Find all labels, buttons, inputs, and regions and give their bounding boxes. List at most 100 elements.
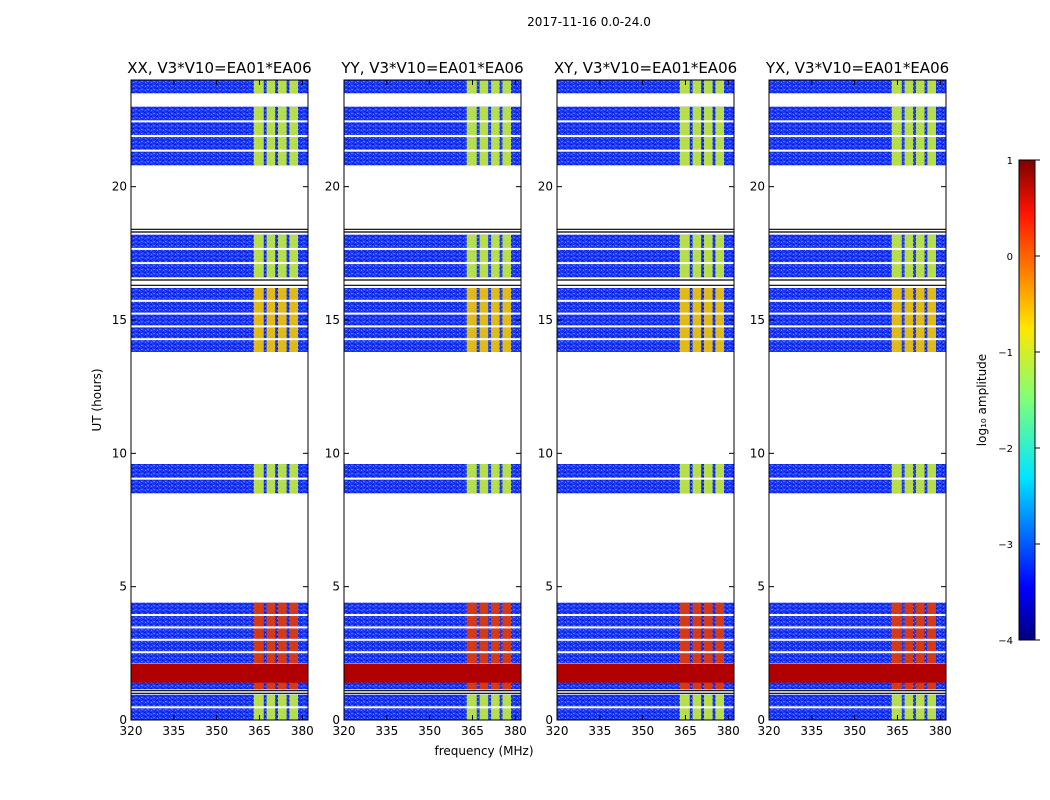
gap-line [769,120,946,123]
x-tick-label: 380 [717,724,740,738]
gap-line [769,477,946,480]
rfi-band [479,80,489,94]
x-tick-label: 320 [546,724,569,738]
rfi-band [502,234,512,278]
y-tick-label: 10 [112,446,127,460]
rfi-band [479,234,489,278]
gap-line [557,312,734,315]
rfi-band [491,80,500,94]
rfi-band [266,602,276,690]
gap-line [131,614,308,617]
strong-rfi-band [557,664,734,683]
gap-line [344,626,521,629]
x-tick-label: 350 [631,724,654,738]
y-tick-label: 0 [757,713,765,727]
gap-line [557,299,734,302]
rfi-band [891,288,902,352]
rfi-band [927,80,937,94]
rfi-band [289,288,299,352]
rfi-band [704,80,713,94]
gap-line [769,338,946,341]
x-tick-label: 335 [162,724,185,738]
x-tick-label: 380 [504,724,527,738]
y-tick-label: 20 [325,180,340,194]
rfi-band [715,288,725,352]
gap-line [557,149,734,152]
strong-rfi-band [131,664,308,683]
rfi-band [278,80,287,94]
rfi-band [692,288,702,352]
rfi-band [927,288,937,352]
x-axis-label: frequency (MHz) [434,744,533,758]
y-axis-label: UT (hours) [90,368,104,431]
rfi-band [692,602,702,690]
gap-line [131,149,308,152]
rfi-band [679,602,690,690]
rfi-band [715,80,725,94]
x-tick-label: 350 [843,724,866,738]
x-tick-label: 320 [333,724,356,738]
figure-title: 2017-11-16 0.0-24.0 [527,15,651,29]
panel-3: XY, V3*V10=EA01*EA06 320 335 350 365 380 0 5 10 1… [538,59,740,738]
gap-line [344,312,521,315]
rfi-band [466,234,477,278]
gap-line [131,477,308,480]
x-tick-label: 350 [418,724,441,738]
gap-line [344,651,521,654]
gap-line [131,247,308,250]
gap-line [769,638,946,641]
rfi-band [502,602,512,690]
rfi-band [289,80,299,94]
gap-line [344,262,521,265]
y-tick-label: 5 [332,580,340,594]
colorbar-label: log₁₀ amplitude [975,354,989,446]
gap-line [557,651,734,654]
panel-frame [343,79,522,721]
panel-2: YY, V3*V10=EA01*EA06 320 335 350 365 380 0 5 10 1… [325,59,527,738]
gap-line [344,247,521,250]
gap-line [131,120,308,123]
rfi-band [278,234,287,278]
gap-line [557,135,734,137]
gap-line [769,312,946,315]
gap-line [557,626,734,629]
rfi-band [891,80,902,94]
rfi-band [916,80,925,94]
rfi-band [904,80,914,94]
colorbar-tick-label: 0 [1007,252,1013,263]
rfi-band [704,602,713,690]
rfi-band [916,288,925,352]
strong-rfi-band [769,664,946,683]
gap-line [769,614,946,617]
rfi-band [715,602,725,690]
rfi-band [479,288,489,352]
rfi-band [253,80,264,94]
gap-line [131,312,308,315]
gap-line [769,706,946,709]
colorbar-gradient [1018,159,1036,641]
x-tick-label: 335 [375,724,398,738]
rfi-band [679,80,690,94]
panel-4: YX, V3*V10=EA01*EA06 320 335 350 365 380 0 5 10 1… [750,59,952,738]
y-tick-label: 0 [332,713,340,727]
panel-title: YX, V3*V10=EA01*EA06 [765,59,949,77]
rfi-band [704,234,713,278]
y-tick-label: 5 [545,580,553,594]
x-tick-label: 365 [886,724,909,738]
rfi-band [891,602,902,690]
gap-line [344,135,521,137]
rfi-band [253,234,264,278]
panel-title: XX, V3*V10=EA01*EA06 [127,59,311,77]
gap-line [769,651,946,654]
x-tick-label: 320 [758,724,781,738]
rfi-band [479,602,489,690]
colorbar-tick-label: 1 [1007,156,1013,167]
gap-line [769,299,946,302]
gap-line [131,135,308,137]
x-tick-label: 380 [291,724,314,738]
x-tick-label: 365 [248,724,271,738]
gap-line [344,638,521,641]
gap-line [344,325,521,328]
x-tick-label: 365 [674,724,697,738]
x-tick-label: 335 [800,724,823,738]
